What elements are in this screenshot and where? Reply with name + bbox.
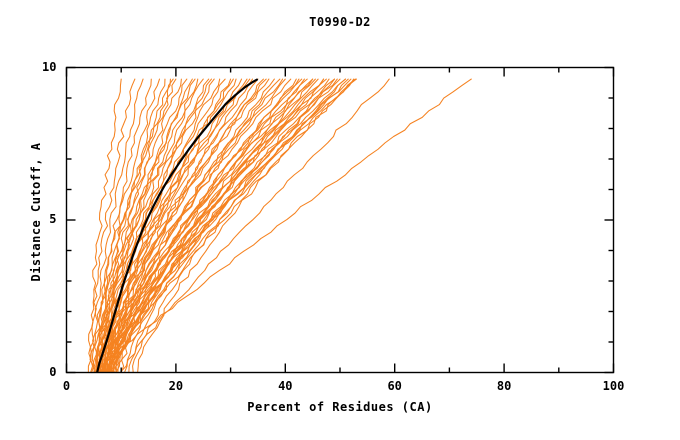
prediction-curve (104, 78, 234, 373)
x-tick-label: 0 (62, 378, 71, 393)
prediction-curves (87, 78, 472, 373)
prediction-curve (119, 78, 390, 373)
reference-curve (96, 78, 258, 373)
prediction-curve (95, 78, 182, 373)
prediction-curve (117, 78, 300, 373)
prediction-curve (89, 78, 144, 373)
prediction-curve (107, 78, 251, 373)
x-tick-label: 60 (387, 378, 402, 393)
x-tick-label: 80 (496, 378, 512, 393)
prediction-curve (100, 78, 212, 373)
prediction-curve (93, 78, 472, 373)
prediction-curve (123, 78, 325, 373)
chart-title: T0990-D2 (309, 15, 371, 29)
prediction-curve (128, 78, 336, 373)
prediction-curve (114, 78, 284, 373)
prediction-curve (96, 78, 196, 373)
x-tick-label: 100 (602, 378, 625, 393)
prediction-curve (105, 78, 270, 373)
x-tick-label: 20 (168, 378, 184, 393)
prediction-curve (98, 78, 215, 373)
prediction-curve (98, 78, 204, 373)
x-axis-label: Percent of Residues (CA) (247, 400, 433, 414)
x-tick-label: 40 (278, 378, 293, 393)
prediction-curve (137, 78, 356, 373)
prediction-curve (120, 78, 314, 373)
y-tick-label: 0 (49, 364, 57, 379)
y-tick-label: 5 (49, 212, 57, 226)
prediction-curve (94, 78, 174, 373)
prediction-curve (112, 78, 341, 373)
prediction-curve (106, 78, 338, 373)
y-tick-label: 10 (42, 59, 57, 74)
prediction-curve (109, 78, 308, 373)
prediction-curve (90, 78, 136, 373)
prediction-curve (109, 78, 267, 373)
prediction-curve (109, 78, 303, 373)
